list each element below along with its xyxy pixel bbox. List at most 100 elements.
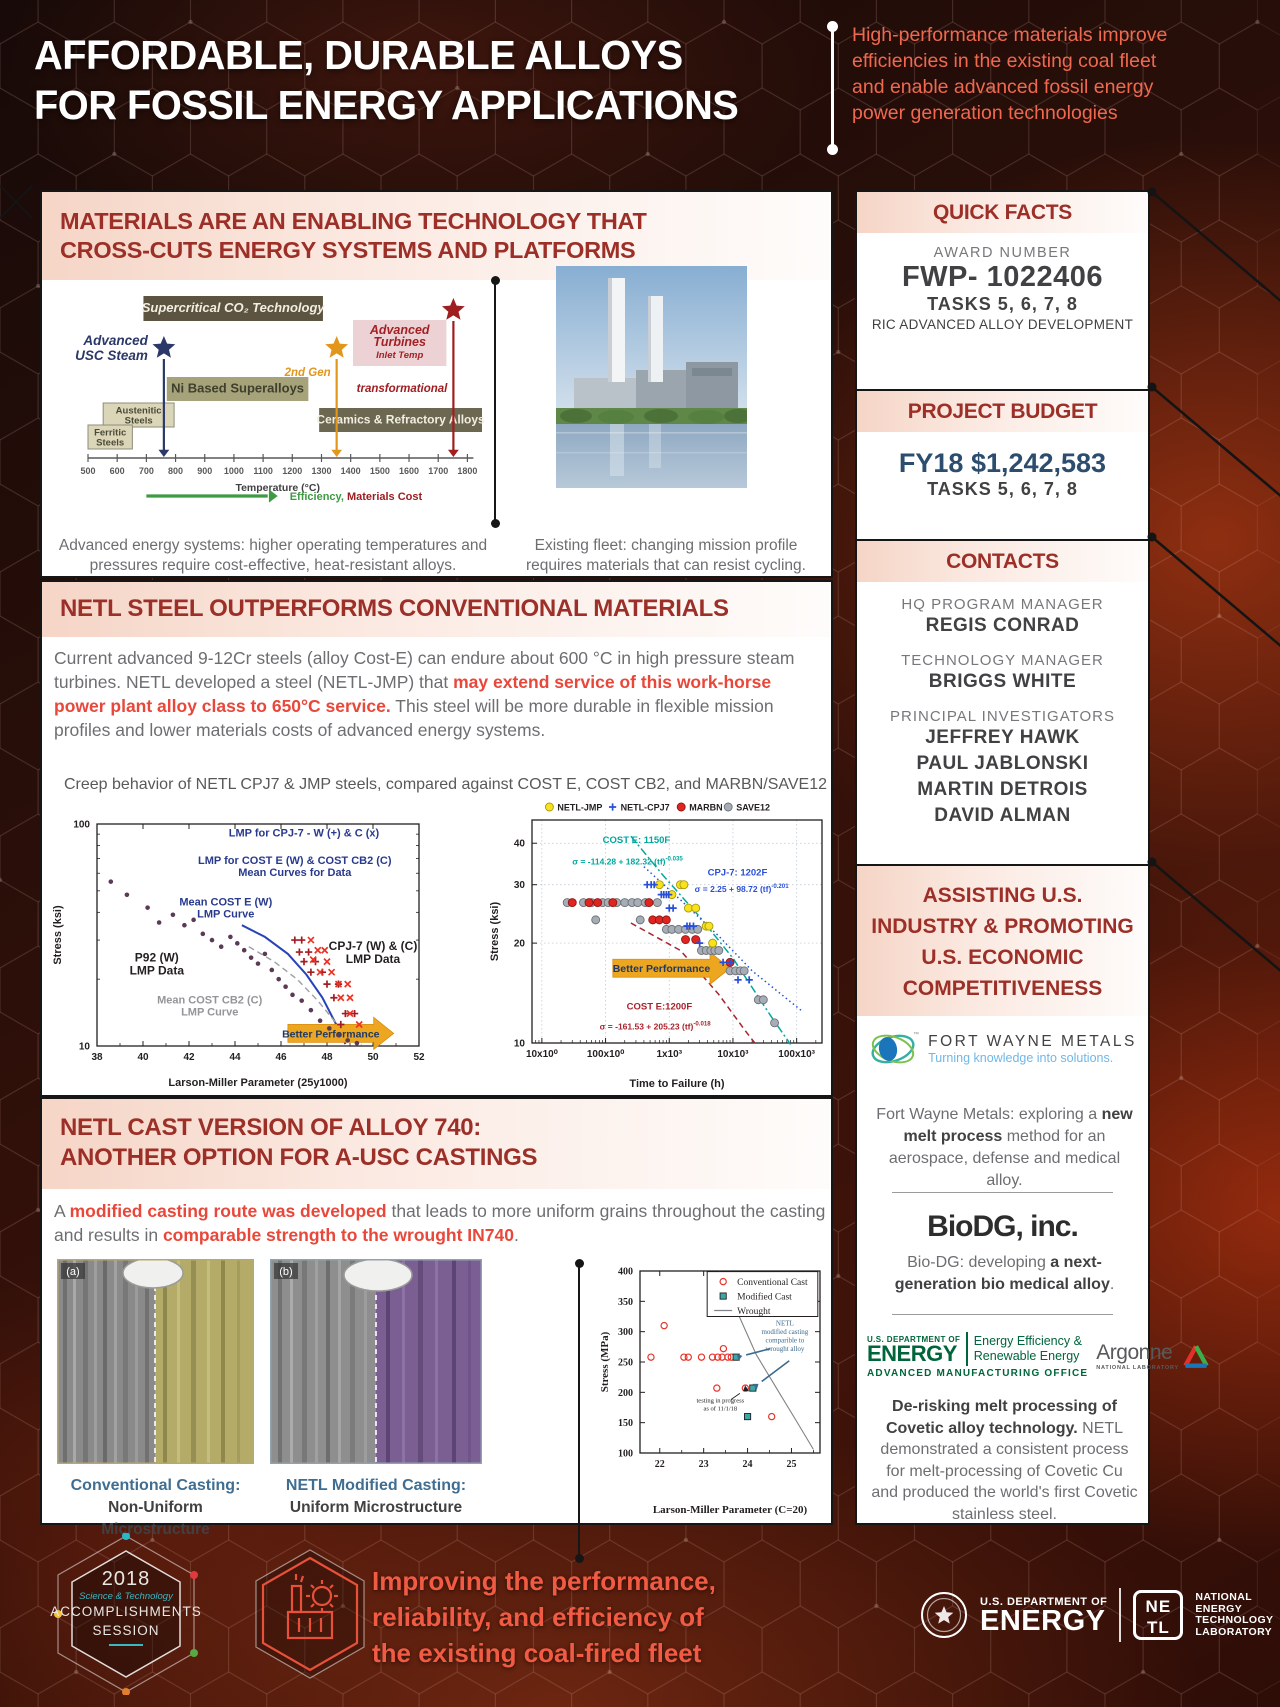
materials-caption-right: Existing fleet: changing mission profile… xyxy=(526,537,806,574)
micrograph-b-label: (b) xyxy=(279,1266,292,1278)
svg-text:25: 25 xyxy=(786,1459,796,1470)
svg-text:NETL: NETL xyxy=(776,1320,794,1328)
svg-text:Efficiency, Materials Cost: Efficiency, Materials Cost xyxy=(290,491,423,503)
micrograph-a-label: (a) xyxy=(66,1266,79,1278)
svg-text:Ni Based Superalloys: Ni Based Superalloys xyxy=(171,381,304,396)
svg-text:24: 24 xyxy=(743,1459,753,1470)
svg-text:COST E: 1150F: COST E: 1150F xyxy=(603,835,671,846)
svg-text:500: 500 xyxy=(80,466,95,476)
micrograph-modified: (b) xyxy=(270,1259,482,1464)
svg-text:Better Performance: Better Performance xyxy=(282,1028,380,1040)
svg-text:Ferritic: Ferritic xyxy=(94,428,126,439)
svg-text:Larson-Miller Parameter (C=20): Larson-Miller Parameter (C=20) xyxy=(653,1504,808,1516)
accomplishments-badge-icon xyxy=(54,1533,198,1695)
argonne-triangle-icon xyxy=(1183,1344,1209,1368)
svg-text:1x10³: 1x10³ xyxy=(656,1049,682,1060)
svg-text:Stress (ksi): Stress (ksi) xyxy=(489,902,501,962)
partner-logos-row: U.S. DEPARTMENT OF ENERGY Energy Efficie… xyxy=(867,1332,1209,1379)
doe-eere-logo: U.S. DEPARTMENT OF ENERGY Energy Efficie… xyxy=(867,1332,1089,1379)
svg-text:Austenitic: Austenitic xyxy=(116,406,162,417)
badge-underline xyxy=(109,1644,143,1646)
svg-text:Mean COST CB2 (C): Mean COST CB2 (C) xyxy=(157,995,262,1007)
svg-text:NETL-JMP: NETL-JMP xyxy=(557,803,602,813)
svg-text:σ = -114.28 + 182.32 (tf)-0.03: σ = -114.28 + 182.32 (tf)-0.035 xyxy=(572,856,683,867)
svg-text:LMP for CPJ-7 - W (+) & C (x): LMP for CPJ-7 - W (+) & C (x) xyxy=(229,827,380,839)
svg-text:800: 800 xyxy=(168,466,183,476)
svg-text:200: 200 xyxy=(618,1388,633,1399)
argonne-logo: Argonne NATIONAL LABORATORY xyxy=(1096,1341,1211,1371)
netl-wordmark: NATIONAL ENERGY TECHNOLOGY LABORATORY xyxy=(1195,1591,1274,1638)
svg-text:40: 40 xyxy=(514,839,526,850)
sidebar-project-budget: PROJECT BUDGET FY18 $1,242,583 TASKS 5, … xyxy=(857,389,1148,539)
footer-logo-divider xyxy=(1119,1588,1122,1642)
award-number-label: AWARD NUMBER xyxy=(933,245,1072,261)
doe-seal-icon xyxy=(921,1592,967,1638)
contacts-title: CONTACTS xyxy=(857,541,1148,582)
fort-wayne-metals-caption: Fort Wayne Metals: exploring a new melt … xyxy=(876,1106,1133,1189)
section-casting: NETL CAST VERSION OF ALLOY 740: ANOTHER O… xyxy=(40,1097,833,1563)
svg-text:46: 46 xyxy=(275,1052,287,1063)
assisting-heading: ASSISTING U.S. INDUSTRY & PROMOTING U.S. E… xyxy=(871,884,1134,1000)
svg-text:1500: 1500 xyxy=(370,466,390,476)
section-steel: NETL STEEL OUTPERFORMS CONVENTIONAL MATE… xyxy=(40,580,833,1097)
svg-text:1700: 1700 xyxy=(428,466,448,476)
svg-text:1400: 1400 xyxy=(341,466,361,476)
svg-text:testing in progress: testing in progress xyxy=(697,1398,745,1405)
svg-text:LMP Curve: LMP Curve xyxy=(181,1007,238,1019)
svg-text:350: 350 xyxy=(618,1297,633,1308)
temperature-capability-chart: Supercritical CO₂ Technology Ni Based Sup… xyxy=(75,296,485,503)
svg-text:42: 42 xyxy=(183,1052,195,1063)
svg-text:10: 10 xyxy=(79,1042,91,1053)
svg-text:10x10⁰: 10x10⁰ xyxy=(526,1049,558,1060)
svg-text:40: 40 xyxy=(137,1052,149,1063)
svg-text:1000: 1000 xyxy=(224,466,244,476)
svg-text:Better Performance: Better Performance xyxy=(613,963,711,975)
pi-role: PRINCIPAL INVESTIGATORS xyxy=(890,708,1115,725)
quick-facts-title: QUICK FACTS xyxy=(857,192,1148,233)
sidebar-assisting: ASSISTING U.S. INDUSTRY & PROMOTING U.S. E… xyxy=(857,864,1209,1523)
svg-text:Conventional Cast: Conventional Cast xyxy=(737,1278,808,1288)
svg-text:wrought alloy: wrought alloy xyxy=(765,1345,805,1353)
svg-text:Stress (ksi): Stress (ksi) xyxy=(52,905,64,965)
svg-text:1800: 1800 xyxy=(457,466,477,476)
svg-text:Modified Cast: Modified Cast xyxy=(737,1292,792,1303)
svg-text:38: 38 xyxy=(91,1052,103,1063)
poster-title-line2: FOR FOSSIL ENERGY APPLICATIONS xyxy=(34,82,739,128)
fort-wayne-metals-tagline: Turning knowledge into solutions. xyxy=(928,1051,1114,1065)
eere-text: Energy Efficiency & Renewable Energy xyxy=(973,1334,1082,1363)
section-steel-heading: NETL STEEL OUTPERFORMS CONVENTIONAL MATE… xyxy=(60,595,729,622)
svg-text:1300: 1300 xyxy=(311,466,331,476)
svg-text:USC Steam: USC Steam xyxy=(75,348,148,363)
svg-text:50: 50 xyxy=(367,1052,379,1063)
doe-wordmark: U.S. DEPARTMENT OF ENERGY xyxy=(980,1596,1108,1637)
svg-text:LMP Curve: LMP Curve xyxy=(197,908,254,920)
contact-name: REGIS CONRAD xyxy=(925,615,1080,636)
power-plant-photo xyxy=(556,266,747,488)
svg-text:900: 900 xyxy=(197,466,212,476)
caption-conventional-casting: Conventional Casting: Non-Uniform Micros… xyxy=(70,1477,241,1538)
svg-text:CPJ-7 (W) & (C): CPJ-7 (W) & (C) xyxy=(329,939,418,953)
pi-names: JEFFREY HAWK PAUL JABLONSKI MARTIN DETROIS… xyxy=(916,727,1089,826)
svg-text:transformational: transformational xyxy=(357,383,449,395)
svg-text:Supercritical CO₂ Technology: Supercritical CO₂ Technology xyxy=(142,300,326,315)
section-casting-body: A modified casting route was developed t… xyxy=(54,1201,826,1245)
biodg-caption: Bio-DG: developing a next-generation bio… xyxy=(894,1254,1115,1293)
covetic-caption: De-risking melt processing of Covetic al… xyxy=(871,1398,1138,1523)
svg-text:400: 400 xyxy=(618,1267,633,1278)
project-budget-title: PROJECT BUDGET xyxy=(857,391,1148,432)
svg-text:Mean Curves for Data: Mean Curves for Data xyxy=(238,867,352,879)
svg-text:MARBN: MARBN xyxy=(689,803,723,813)
svg-text:σ = 2.25 + 98.72 (tf)-0.201: σ = 2.25 + 98.72 (tf)-0.201 xyxy=(695,883,790,894)
divider-rule xyxy=(891,1314,1114,1315)
section-casting-header-strip: NETL CAST VERSION OF ALLOY 740: ANOTHER O… xyxy=(42,1099,831,1189)
quick-facts-program: RIC ADVANCED ALLOY DEVELOPMENT xyxy=(871,317,1134,332)
footer-logos: U.S. DEPARTMENT OF ENERGY NE TL NATIONAL E… xyxy=(920,1588,1273,1642)
eere-divider xyxy=(966,1332,968,1366)
svg-text:Inlet Temp: Inlet Temp xyxy=(376,350,423,361)
materials-caption-left: Advanced energy systems: higher operatin… xyxy=(58,537,488,574)
svg-text:CPJ-7: 1202F: CPJ-7: 1202F xyxy=(708,867,768,878)
poster-title: AFFORDABLE, DURABLE ALLOYS FOR FOSSIL EN… xyxy=(34,30,739,130)
sidebar-quick-facts: QUICK FACTS AWARD NUMBER FWP- 1022406 TA… xyxy=(857,192,1148,389)
svg-text:LMP Data: LMP Data xyxy=(346,952,401,966)
svg-text:Advanced: Advanced xyxy=(369,323,430,337)
